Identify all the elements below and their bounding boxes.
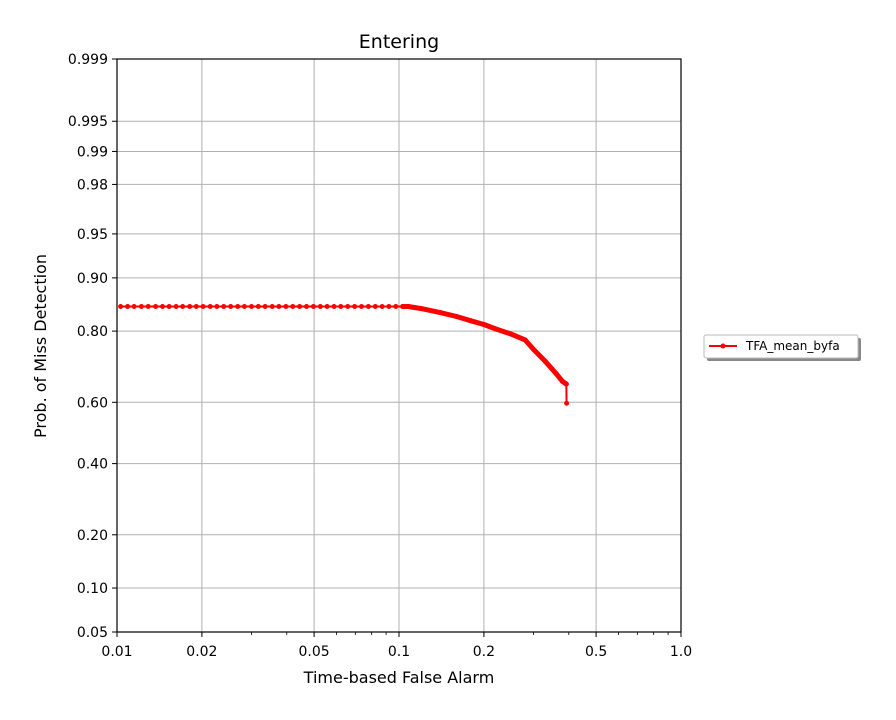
data-point bbox=[379, 304, 385, 309]
x-tick-label: 0.2 bbox=[473, 644, 495, 660]
data-point bbox=[221, 304, 227, 309]
data-point bbox=[468, 318, 474, 324]
data-point bbox=[262, 304, 268, 309]
y-tick-label: 0.95 bbox=[77, 227, 108, 243]
data-point bbox=[241, 304, 247, 309]
data-point bbox=[418, 306, 424, 312]
data-point bbox=[145, 304, 151, 309]
data-point bbox=[331, 304, 337, 309]
data-point bbox=[125, 304, 131, 309]
x-tick-label: 0.1 bbox=[388, 644, 410, 660]
x-tick-label: 1.0 bbox=[670, 644, 692, 660]
y-tick-label: 0.20 bbox=[77, 528, 108, 544]
y-tick-label: 0.60 bbox=[77, 395, 108, 411]
y-tick-label: 0.10 bbox=[77, 581, 108, 597]
data-point bbox=[297, 304, 303, 309]
y-tick-label: 0.999 bbox=[68, 52, 108, 68]
y-tick-label: 0.98 bbox=[77, 177, 108, 193]
data-point bbox=[393, 304, 399, 309]
data-point bbox=[249, 304, 254, 309]
data-point bbox=[160, 304, 165, 309]
y-tick-label: 0.90 bbox=[77, 271, 108, 287]
x-tick-label: 0.01 bbox=[101, 644, 132, 660]
data-point bbox=[214, 304, 220, 309]
data-point bbox=[173, 304, 179, 309]
data-point bbox=[437, 310, 443, 316]
data-point bbox=[138, 304, 144, 309]
x-tick-label: 0.05 bbox=[299, 644, 330, 660]
legend-box bbox=[703, 334, 859, 359]
y-tick-label: 0.40 bbox=[77, 457, 108, 473]
data-point bbox=[235, 304, 241, 309]
data-point bbox=[493, 326, 499, 332]
y-tick-label: 0.05 bbox=[77, 625, 108, 641]
data-point bbox=[454, 314, 460, 319]
data-point bbox=[563, 381, 569, 387]
data-point bbox=[187, 304, 193, 309]
data-point bbox=[522, 337, 528, 343]
data-point bbox=[290, 304, 296, 309]
legend-marker-sample bbox=[720, 343, 726, 349]
data-point bbox=[228, 304, 234, 309]
data-point bbox=[166, 304, 172, 309]
legend-entry-label: TFA_mean_byfa bbox=[745, 339, 840, 353]
data-point bbox=[481, 322, 487, 327]
data-point bbox=[131, 304, 137, 309]
data-point bbox=[153, 304, 159, 309]
data-point bbox=[365, 304, 371, 309]
data-point bbox=[400, 304, 406, 309]
data-point bbox=[317, 304, 323, 309]
data-point bbox=[372, 304, 378, 309]
data-point bbox=[338, 304, 344, 309]
data-point bbox=[531, 346, 536, 352]
data-point bbox=[118, 304, 124, 309]
x-tick-label: 0.5 bbox=[585, 644, 607, 660]
y-tick-label: 0.80 bbox=[77, 324, 108, 340]
y-tick-label: 0.995 bbox=[68, 114, 108, 130]
data-point bbox=[255, 304, 261, 309]
data-point bbox=[276, 304, 282, 309]
data-point bbox=[405, 304, 411, 309]
data-point bbox=[564, 400, 570, 406]
data-point bbox=[304, 304, 309, 309]
data-point bbox=[508, 331, 514, 337]
data-point bbox=[193, 304, 199, 309]
data-point bbox=[542, 358, 548, 364]
legend: TFA_mean_byfa bbox=[703, 334, 861, 361]
data-point bbox=[345, 304, 351, 309]
data-point bbox=[200, 304, 206, 309]
y-axis-label: Prob. of Miss Detection bbox=[31, 254, 50, 438]
grid bbox=[117, 59, 681, 632]
data-point bbox=[386, 304, 392, 309]
data-point bbox=[352, 304, 358, 309]
data-point bbox=[180, 304, 186, 309]
data-point bbox=[310, 304, 316, 309]
data-point bbox=[324, 304, 330, 309]
series-layer bbox=[118, 304, 570, 406]
data-point bbox=[560, 378, 565, 384]
data-point bbox=[269, 304, 275, 309]
data-point bbox=[553, 370, 559, 376]
x-axis-label: Time-based False Alarm bbox=[303, 668, 495, 687]
data-point bbox=[207, 304, 213, 309]
data-point bbox=[283, 304, 289, 309]
y-tick-label: 0.99 bbox=[77, 144, 108, 160]
data-point bbox=[359, 304, 364, 309]
x-tick-label: 0.02 bbox=[186, 644, 217, 660]
chart-title: Entering bbox=[359, 31, 439, 53]
ticks: 0.01 0.02 0.05 0.1 0.2 0.5 1.0 0.05 0.10 0.20 0.40… bbox=[68, 52, 692, 660]
